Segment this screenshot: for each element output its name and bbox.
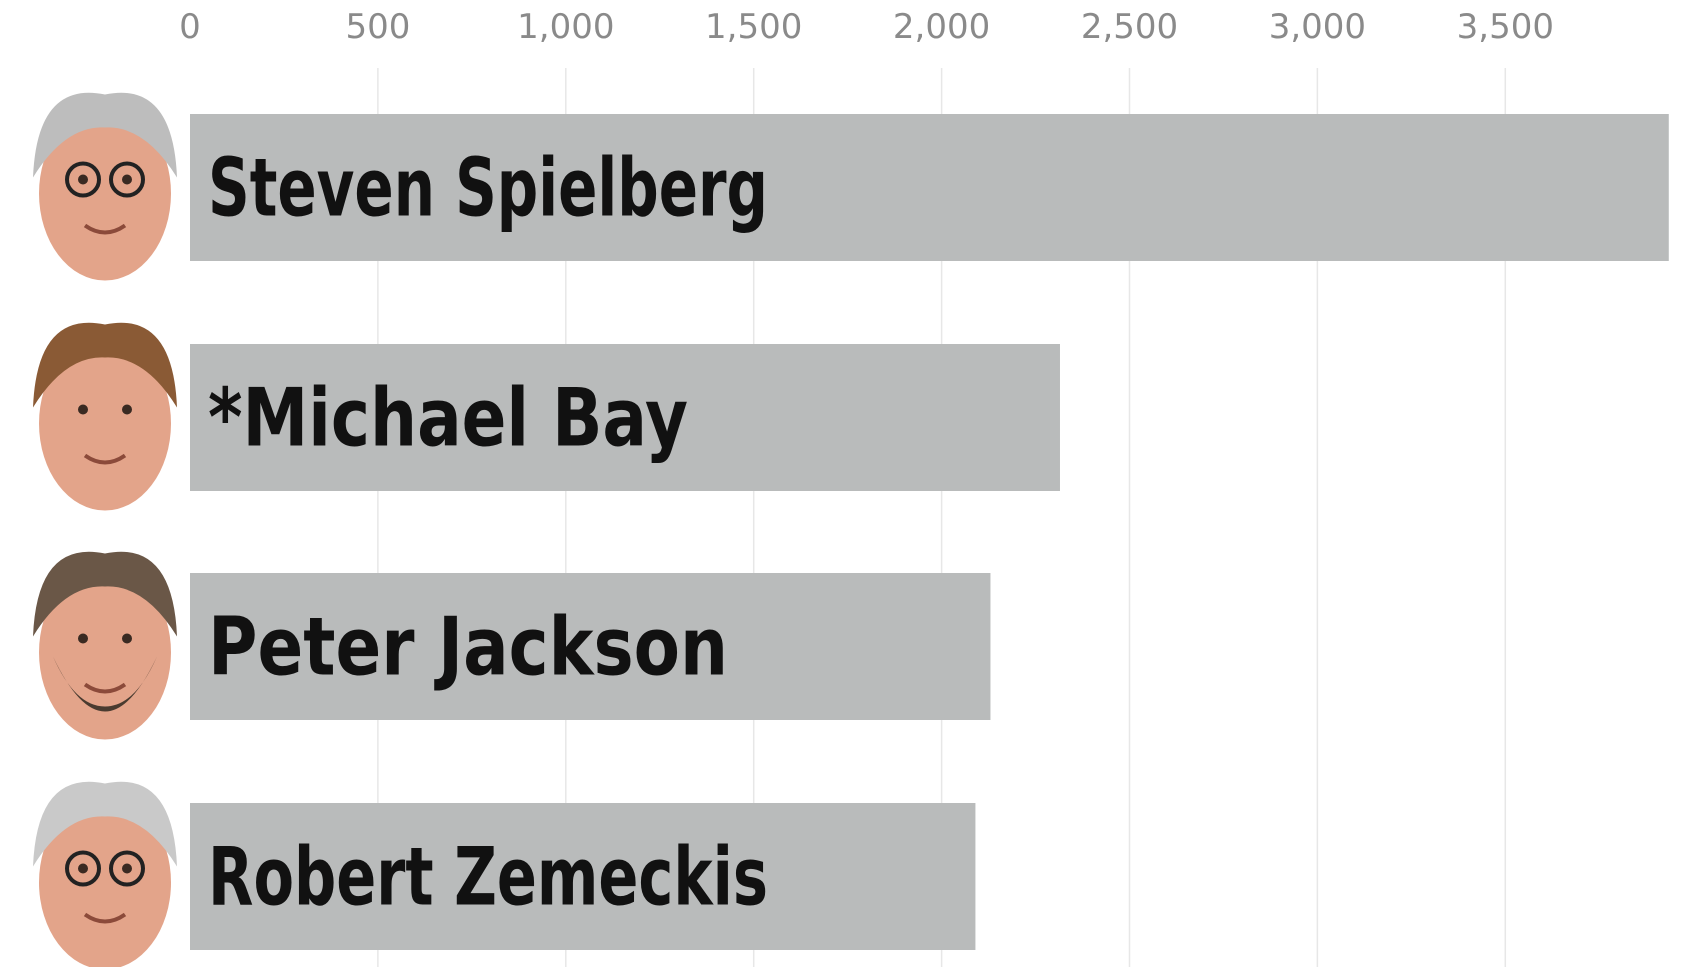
glasses-lens bbox=[65, 161, 101, 198]
x-tick-label: 2,000 bbox=[893, 7, 990, 47]
x-tick-label: 500 bbox=[345, 7, 410, 47]
hair-shape bbox=[33, 322, 177, 408]
glasses-lens bbox=[109, 161, 145, 198]
mouth bbox=[83, 912, 127, 924]
eye bbox=[122, 404, 132, 415]
bar-label: *Michael Bay bbox=[208, 372, 688, 465]
portrait-robert-zemeckis-icon bbox=[33, 781, 177, 967]
eye bbox=[122, 174, 132, 185]
x-axis-ticks: 0 500 1,000 1,500 2,000 2,500 3,000 3,500 bbox=[179, 7, 1554, 47]
bar bbox=[190, 114, 1669, 261]
eye bbox=[122, 633, 132, 644]
x-tick-label: 0 bbox=[179, 7, 201, 47]
x-tick-label: 2,500 bbox=[1081, 7, 1178, 47]
bar-label: Peter Jackson bbox=[208, 601, 728, 694]
bars: Steven Spielberg *Michael Bay Peter Jackso… bbox=[33, 92, 1669, 967]
eye bbox=[78, 174, 88, 185]
x-tick-label: 1,500 bbox=[705, 7, 802, 47]
bar-label: Steven Spielberg bbox=[208, 142, 768, 235]
face-shape bbox=[39, 565, 171, 740]
portrait-steven-spielberg-icon bbox=[33, 92, 177, 281]
bar bbox=[190, 344, 1060, 491]
portrait-michael-bay-icon bbox=[33, 322, 177, 511]
face-shape bbox=[39, 795, 171, 967]
face-shape bbox=[39, 336, 171, 511]
mouth bbox=[83, 682, 127, 694]
hair-shape bbox=[33, 781, 177, 867]
x-tick-label: 3,000 bbox=[1269, 7, 1366, 47]
bar bbox=[190, 573, 991, 720]
eye bbox=[78, 404, 88, 415]
hair-shape bbox=[33, 92, 177, 178]
bar bbox=[190, 803, 976, 950]
face-shape bbox=[39, 106, 171, 281]
bar-label: Robert Zemeckis bbox=[208, 831, 768, 924]
hair-shape bbox=[33, 551, 177, 637]
glasses-lens bbox=[109, 850, 145, 887]
glasses-lens bbox=[65, 850, 101, 887]
portrait-peter-jackson-icon bbox=[33, 551, 177, 740]
eye bbox=[122, 863, 132, 874]
x-tick-label: 3,500 bbox=[1457, 7, 1554, 47]
beard-shape bbox=[53, 656, 157, 712]
x-tick-label: 1,000 bbox=[517, 7, 614, 47]
eye bbox=[78, 863, 88, 874]
eye bbox=[78, 633, 88, 644]
mouth bbox=[83, 223, 127, 235]
mouth bbox=[83, 453, 127, 465]
